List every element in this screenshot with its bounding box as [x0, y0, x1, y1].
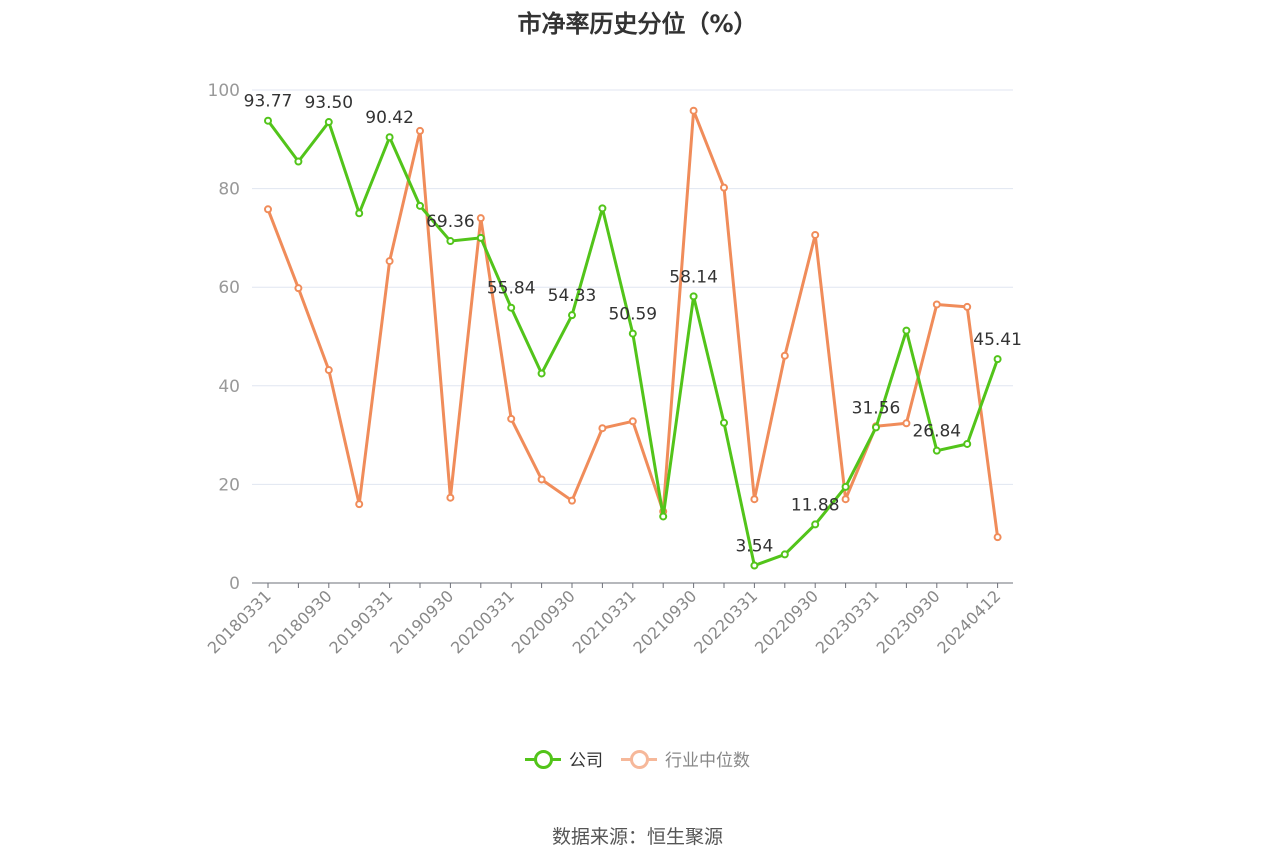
data-point-industry-median — [568, 496, 576, 505]
data-point-industry-median — [628, 417, 637, 426]
data-point-industry-median — [324, 366, 333, 375]
data-label: 45.41 — [973, 330, 1022, 350]
data-point-industry-median — [264, 205, 272, 214]
data-point-company — [507, 303, 516, 312]
y-tick-label: 60 — [218, 278, 240, 298]
legend-label-company: 公司 — [569, 751, 603, 771]
x-tick-label: 20240412 — [933, 586, 1004, 657]
data-point-industry-median — [720, 183, 728, 192]
data-point-industry-median — [780, 351, 789, 360]
data-point-company — [628, 329, 637, 338]
data-point-company — [841, 482, 850, 491]
data-point-company — [416, 201, 424, 210]
y-tick-label: 0 — [229, 574, 240, 594]
legend: 公司 行业中位数 — [0, 746, 1275, 771]
data-point-company — [476, 233, 485, 242]
y-tick-label: 80 — [218, 180, 240, 200]
data-source-note: 数据来源：恒生聚源 — [551, 826, 723, 848]
data-point-company — [780, 550, 789, 559]
data-point-industry-median — [689, 106, 698, 115]
data-point-company — [324, 118, 333, 127]
x-tick-label: 20230331 — [812, 586, 883, 657]
x-tick-label: 20220930 — [751, 586, 822, 657]
data-label: 93.77 — [244, 92, 293, 112]
x-tick-label: 20200331 — [447, 586, 518, 657]
x-tick-label: 20190331 — [325, 586, 396, 657]
data-point-company — [568, 311, 576, 320]
data-point-industry-median — [416, 126, 424, 135]
data-point-company — [872, 423, 880, 432]
data-point-industry-median — [963, 302, 972, 311]
data-point-industry-median — [902, 419, 911, 428]
data-point-company — [902, 326, 911, 335]
data-point-industry-median — [537, 475, 546, 484]
data-point-industry-median — [993, 533, 1002, 542]
legend-swatch-industry-median — [621, 749, 657, 769]
x-tick-label: 20210930 — [629, 586, 700, 657]
series-line-company — [266, 119, 1000, 568]
data-label: 26.84 — [912, 422, 961, 442]
data-label: 31.56 — [852, 398, 901, 418]
data-point-industry-median — [476, 214, 485, 223]
data-label: 90.42 — [365, 108, 414, 128]
data-label: 93.50 — [304, 93, 353, 113]
data-point-company — [294, 157, 303, 166]
data-point-company — [963, 439, 972, 448]
legend-label-industry-median: 行业中位数 — [665, 751, 750, 771]
x-tick-label: 20190930 — [386, 586, 457, 657]
y-tick-label: 40 — [218, 377, 240, 397]
data-point-industry-median — [598, 424, 607, 433]
x-tick-label: 20180331 — [204, 586, 275, 657]
data-label: 11.88 — [791, 495, 840, 515]
data-point-industry-median — [750, 495, 759, 504]
data-point-industry-median — [355, 500, 364, 509]
data-label: 69.36 — [426, 212, 475, 232]
data-point-company — [385, 133, 394, 142]
data-point-industry-median — [446, 493, 455, 502]
y-tick-label: 100 — [208, 81, 240, 101]
data-point-company — [689, 292, 698, 301]
data-point-industry-median — [932, 300, 941, 309]
data-point-industry-median — [811, 230, 820, 239]
data-point-company — [537, 369, 546, 378]
data-point-company — [446, 237, 455, 246]
data-point-industry-median — [841, 495, 850, 504]
x-tick-label: 20220331 — [690, 586, 761, 657]
x-tick-label: 20210331 — [569, 586, 640, 657]
data-point-industry-median — [294, 284, 303, 293]
chart-title: 市净率历史分位（%） — [517, 10, 758, 38]
data-point-company — [993, 355, 1002, 364]
x-tick-label: 20180930 — [265, 586, 336, 657]
y-tick-label: 20 — [218, 475, 240, 495]
data-point-industry-median — [385, 257, 394, 266]
data-point-company — [811, 520, 820, 529]
data-point-company — [598, 204, 607, 213]
legend-item-company[interactable]: 公司 — [525, 746, 603, 771]
data-point-company — [720, 418, 728, 427]
data-label: 50.59 — [608, 305, 657, 325]
data-label: 58.14 — [669, 267, 718, 287]
data-point-company — [264, 116, 272, 125]
legend-item-industry-median[interactable]: 行业中位数 — [621, 746, 750, 771]
legend-swatch-company — [525, 749, 561, 769]
data-label: 54.33 — [548, 286, 597, 306]
data-point-company — [932, 446, 941, 455]
data-point-company — [355, 209, 364, 218]
data-point-company — [659, 512, 668, 521]
data-point-industry-median — [507, 414, 516, 423]
data-point-company — [750, 561, 759, 570]
data-label: 3.54 — [735, 537, 773, 557]
x-tick-label: 20200930 — [508, 586, 579, 657]
x-tick-label: 20230930 — [873, 586, 944, 657]
data-label: 55.84 — [487, 279, 536, 299]
